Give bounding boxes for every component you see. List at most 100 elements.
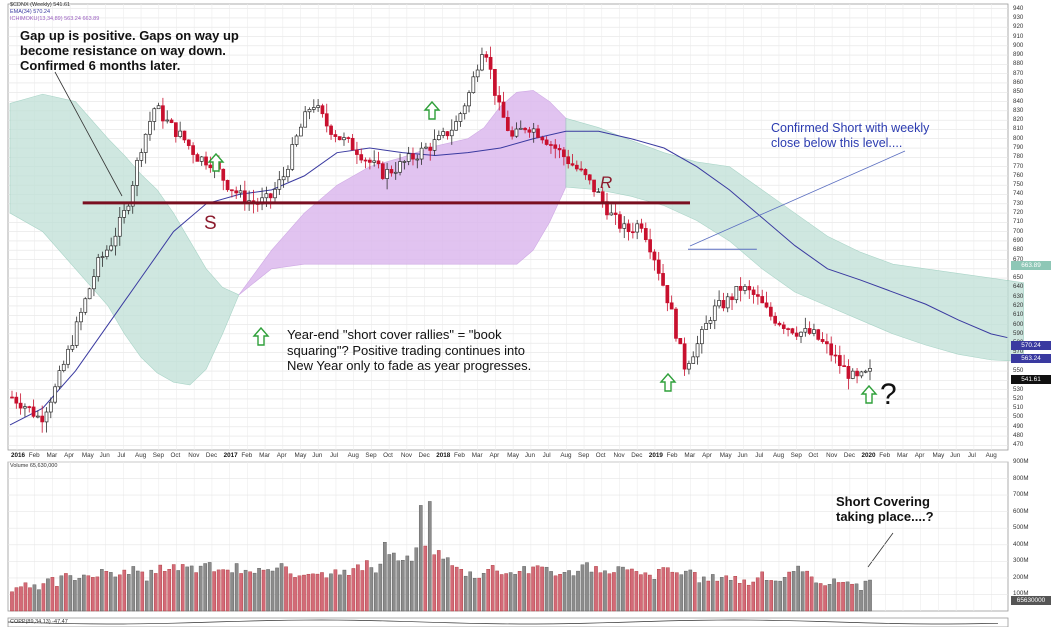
candle-body bbox=[484, 54, 489, 58]
volume-bar bbox=[715, 580, 720, 612]
candle-body bbox=[596, 191, 601, 194]
candle-body bbox=[411, 153, 415, 160]
candle-body bbox=[587, 174, 592, 181]
volume-bar bbox=[764, 580, 769, 612]
candle-body bbox=[475, 69, 480, 78]
volume-bar bbox=[167, 569, 172, 612]
candle-body bbox=[230, 189, 234, 192]
candle-body bbox=[355, 149, 359, 155]
volume-bar bbox=[153, 573, 158, 612]
volume-bar bbox=[585, 562, 589, 612]
volume-bar bbox=[504, 573, 508, 612]
candle-body bbox=[738, 286, 743, 291]
candle-body bbox=[566, 156, 571, 165]
candle-body bbox=[195, 154, 200, 162]
candle-body bbox=[113, 235, 118, 247]
candle-body bbox=[514, 128, 519, 137]
candle-body bbox=[428, 146, 433, 151]
volume-bar bbox=[787, 571, 791, 612]
volume-panel bbox=[7, 461, 1009, 612]
candle-body bbox=[790, 328, 795, 334]
volume-bar bbox=[625, 569, 630, 612]
volume-bar bbox=[203, 563, 207, 612]
price-legend-ichimoku: ICHIMOKU(13,34,89) 563.24 663.89 bbox=[10, 16, 100, 22]
candle-body bbox=[717, 300, 721, 307]
volume-bar bbox=[95, 576, 100, 612]
x-tick-label: Jul bbox=[755, 452, 764, 459]
volume-bar bbox=[171, 564, 176, 612]
volume-bar bbox=[657, 568, 661, 612]
volume-bar bbox=[778, 580, 782, 612]
candle-body bbox=[320, 105, 325, 115]
candle-body bbox=[501, 101, 506, 118]
volume-bar bbox=[297, 575, 302, 612]
price-tag: 541.61 bbox=[1011, 374, 1051, 384]
candle-body bbox=[122, 210, 126, 218]
candle-body bbox=[286, 168, 290, 178]
candle-body bbox=[415, 158, 420, 161]
x-tick-label: Mar bbox=[897, 452, 908, 459]
candle-body bbox=[454, 121, 458, 131]
candle-body bbox=[816, 329, 821, 340]
x-tick-label: May bbox=[507, 452, 520, 459]
green-up-arrow-icon bbox=[860, 384, 878, 404]
volume-bar bbox=[652, 579, 657, 612]
volume-bar bbox=[841, 582, 845, 612]
short-note-line-1: Confirmed Short with weekly bbox=[771, 121, 930, 135]
x-tick-label: Mar bbox=[471, 452, 483, 459]
candle-body bbox=[661, 273, 665, 286]
volume-bar bbox=[378, 563, 383, 612]
candle-body bbox=[419, 147, 424, 160]
candle-body bbox=[574, 164, 579, 170]
price-y-tick-label: 510 bbox=[1013, 404, 1024, 412]
volume-bar bbox=[180, 564, 185, 612]
volume-bar bbox=[742, 579, 747, 612]
x-tick-label: Apr bbox=[276, 452, 287, 459]
price-y-tick-label: 920 bbox=[1013, 23, 1024, 31]
candle-body bbox=[281, 176, 286, 181]
price-tag: 570.24 bbox=[1011, 341, 1051, 351]
volume-bar bbox=[356, 564, 360, 612]
candle-body bbox=[406, 153, 411, 162]
candle-body bbox=[751, 289, 756, 295]
x-tick-label: Aug bbox=[347, 452, 359, 459]
volume-bar bbox=[724, 575, 729, 612]
r-mark: R bbox=[600, 173, 613, 192]
volume-bar bbox=[513, 574, 517, 612]
price-y-tick-label: 860 bbox=[1013, 78, 1024, 86]
candle-body bbox=[850, 370, 855, 379]
x-tick-label: Jul bbox=[967, 452, 976, 459]
candle-body bbox=[48, 401, 53, 413]
candle-body bbox=[803, 328, 808, 333]
candle-body bbox=[540, 137, 545, 141]
x-tick-label: Oct bbox=[808, 452, 819, 459]
volume-bar bbox=[176, 570, 181, 612]
volume-bar bbox=[486, 569, 490, 612]
volume-bar bbox=[423, 545, 428, 612]
candle-body bbox=[609, 212, 614, 216]
x-tick-label: Dec bbox=[843, 452, 856, 459]
candle-body bbox=[130, 185, 135, 207]
candle-body bbox=[829, 343, 834, 356]
volume-bar bbox=[540, 566, 544, 612]
candle-body bbox=[820, 339, 825, 342]
volume-bar bbox=[140, 571, 145, 612]
x-tick-label: Aug bbox=[135, 452, 147, 459]
candle-body bbox=[109, 245, 114, 251]
x-tick-label: Oct bbox=[595, 452, 606, 459]
price-y-tick-label: 530 bbox=[1013, 385, 1024, 393]
volume-y-tick-label: 800M bbox=[1013, 474, 1029, 482]
volume-bar bbox=[293, 577, 297, 612]
candle-body bbox=[799, 331, 803, 337]
price-y-tick-label: 640 bbox=[1013, 283, 1024, 291]
candle-body bbox=[734, 286, 739, 301]
candle-body bbox=[96, 257, 101, 278]
x-tick-label: Feb bbox=[879, 452, 891, 459]
volume-bar bbox=[19, 586, 23, 612]
price-y-tick-label: 700 bbox=[1013, 227, 1024, 235]
volume-y-tick-label: 400M bbox=[1013, 540, 1029, 548]
volume-bar bbox=[311, 573, 315, 612]
x-tick-label: Feb bbox=[666, 452, 678, 459]
x-tick-label: Aug bbox=[772, 452, 785, 459]
volume-bar bbox=[100, 569, 104, 612]
